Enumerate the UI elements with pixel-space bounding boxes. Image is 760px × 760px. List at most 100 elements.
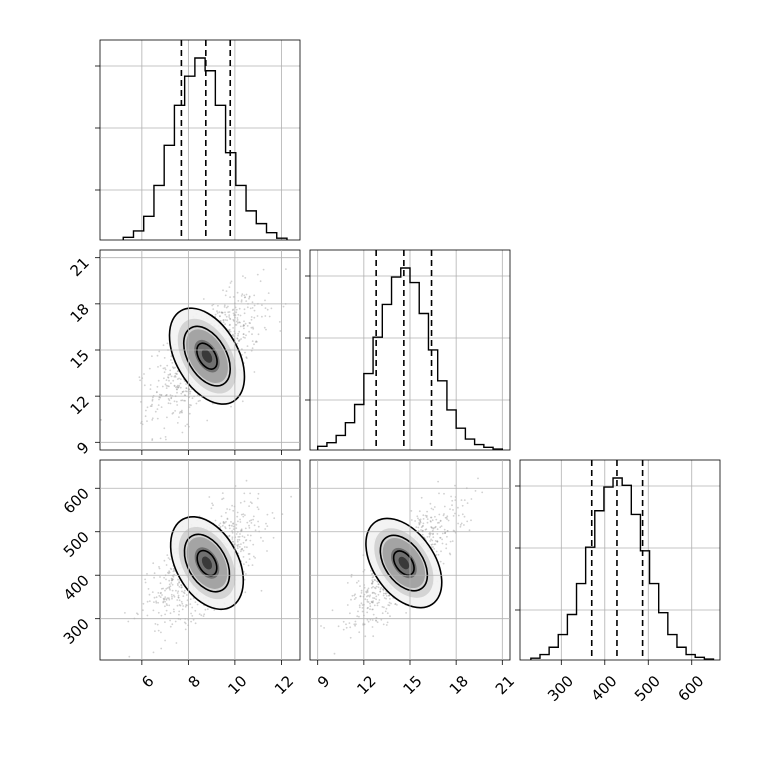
row3-col1-scatter-point bbox=[168, 558, 171, 561]
row3-col2-scatter-point bbox=[431, 519, 434, 522]
row2-col1-scatter-point bbox=[179, 382, 182, 385]
row2-col1-scatter-point bbox=[238, 339, 241, 341]
row2-col1-ytick-label-1: 12 bbox=[67, 392, 93, 418]
row3-col1-scatter-point bbox=[242, 556, 245, 558]
row3-col1-scatter-point bbox=[171, 623, 174, 626]
row3-col2-scatter-point bbox=[342, 620, 345, 623]
row2-col1-scatter-point bbox=[140, 401, 142, 403]
row3-col3-frame bbox=[519, 459, 721, 661]
row3-col1-scatter-point bbox=[232, 528, 235, 530]
row3-col2-scatter-point bbox=[454, 512, 456, 515]
row2-col1-scatter-point bbox=[238, 340, 240, 343]
row3-col2-scatter-point bbox=[426, 510, 428, 513]
row3-col2-scatter-point bbox=[449, 540, 452, 543]
row1-col1-hist-bar-2 bbox=[144, 216, 154, 240]
row3-col2-scatter-point bbox=[353, 594, 356, 597]
row3-col2-scatter-point bbox=[375, 616, 378, 619]
row3-col2-scatter-point bbox=[424, 528, 427, 531]
row2-col2-hist-bar-13 bbox=[438, 381, 447, 450]
row3-col2-scatter-point bbox=[366, 611, 369, 614]
row3-col2-scatter-point bbox=[360, 592, 363, 594]
row2-col1-scatter-point bbox=[100, 419, 102, 421]
row2-col1-scatter-point bbox=[248, 295, 251, 298]
row1-col1-hist-bar-1 bbox=[133, 231, 143, 240]
row3-col2-scatter-point bbox=[355, 596, 357, 599]
row3-col2-scatter-point bbox=[353, 623, 356, 626]
row3-col2-scatter-point bbox=[437, 480, 439, 483]
row3-col2-scatter-point bbox=[380, 586, 383, 589]
row3-col1-scatter-point bbox=[273, 517, 276, 520]
row3-col3-hist-bar-12 bbox=[640, 551, 649, 660]
row3-col2-scatter-point bbox=[377, 583, 380, 586]
row3-col2-scatter-point bbox=[358, 631, 361, 634]
row3-col1-ytick-label-0: 300 bbox=[60, 615, 93, 648]
row1-col1-hist-bar-13 bbox=[256, 224, 266, 240]
row3-col1-scatter-point bbox=[171, 578, 174, 581]
row3-col2-scatter-point bbox=[364, 635, 367, 638]
row3-col2-scatter-point bbox=[371, 582, 374, 585]
row3-col1-scatter-point bbox=[240, 548, 243, 551]
row3-col2-scatter-point bbox=[419, 518, 422, 521]
row3-col1-scatter-point bbox=[244, 591, 247, 594]
row3-col2-scatter-point bbox=[445, 543, 448, 546]
row3-col2-scatter-point bbox=[430, 532, 432, 535]
row2-col1-scatter-point bbox=[238, 330, 241, 333]
row3-col2-scatter-point bbox=[378, 601, 380, 604]
row3-col1-scatter-point bbox=[158, 595, 161, 597]
row2-col1-scatter-point bbox=[175, 400, 178, 403]
row3-col2-scatter-point bbox=[432, 536, 435, 539]
row2-col1-scatter-point bbox=[266, 308, 269, 311]
row2-col1-scatter-point bbox=[246, 325, 249, 327]
row2-col1-scatter-point bbox=[163, 427, 166, 430]
row3-col1-scatter-point bbox=[180, 586, 183, 589]
row3-col2-scatter-point bbox=[421, 533, 424, 536]
row3-col2-scatter-point bbox=[375, 620, 378, 622]
row3-col2-scatter-point bbox=[371, 601, 373, 604]
row3-col2-scatter-point bbox=[366, 595, 368, 598]
row2-col1-scatter-point bbox=[163, 371, 166, 374]
row3-col2-scatter-point bbox=[376, 581, 379, 583]
row2-col1-scatter-point bbox=[229, 317, 231, 320]
row3-col1-scatter-point bbox=[248, 527, 251, 529]
row3-col2-scatter-point bbox=[449, 553, 452, 556]
row3-col1-scatter-point bbox=[181, 602, 184, 605]
row3-col2-scatter-point bbox=[374, 587, 377, 590]
row3-col3-hist-bar-16 bbox=[677, 647, 686, 660]
row2-col1-scatter-point bbox=[168, 399, 171, 402]
row3-col1-scatter-point bbox=[183, 621, 186, 624]
row1-col1-hist-bar-0 bbox=[123, 237, 133, 240]
row2-col1-scatter-point bbox=[228, 328, 231, 331]
row2-col1-scatter-point bbox=[236, 342, 239, 345]
row2-col1-scatter-point bbox=[219, 315, 221, 317]
row2-col1-scatter-point bbox=[176, 388, 178, 391]
row3-col2-scatter-point bbox=[385, 592, 387, 595]
row3-col2-scatter-point bbox=[430, 526, 432, 528]
row3-col1-scatter-point bbox=[243, 536, 246, 539]
row2-col1-scatter-point bbox=[165, 394, 168, 396]
row3-col2-scatter-point bbox=[424, 514, 427, 517]
row3-col2-scatter-point bbox=[365, 591, 368, 594]
row2-col1-scatter-point bbox=[176, 384, 179, 387]
row3-col1-scatter-point bbox=[221, 492, 224, 494]
row3-col1-scatter-point bbox=[182, 605, 185, 607]
row3-col2-scatter-point bbox=[431, 527, 433, 529]
row2-col1-scatter-point bbox=[176, 391, 178, 394]
row2-col1-scatter-point bbox=[218, 311, 221, 314]
row3-col1-scatter-point bbox=[142, 609, 144, 612]
row2-col1-scatter-point bbox=[261, 315, 263, 318]
row3-col3-hist-bar-6 bbox=[586, 547, 595, 660]
row3-col1-scatter-point bbox=[245, 561, 248, 564]
row2-col1-scatter-point bbox=[151, 355, 153, 358]
row3-col1-ytick-label-2: 500 bbox=[60, 528, 93, 561]
row2-col1-scatter-point bbox=[173, 400, 176, 403]
row3-col1-scatter-point bbox=[251, 564, 254, 566]
row3-col2-scatter-point bbox=[371, 581, 374, 583]
row2-col1-scatter-point bbox=[164, 436, 167, 438]
row3-col1-scatter-point bbox=[214, 519, 217, 522]
row3-col1-scatter-point bbox=[225, 511, 227, 514]
row2-col1-scatter-point bbox=[159, 396, 162, 399]
row2-col2-hist-bar-3 bbox=[345, 423, 354, 450]
row3-col2-scatter-point bbox=[481, 491, 484, 494]
row3-col3-hist-bar-15 bbox=[668, 635, 677, 660]
row2-col1-scatter-point bbox=[190, 404, 192, 407]
